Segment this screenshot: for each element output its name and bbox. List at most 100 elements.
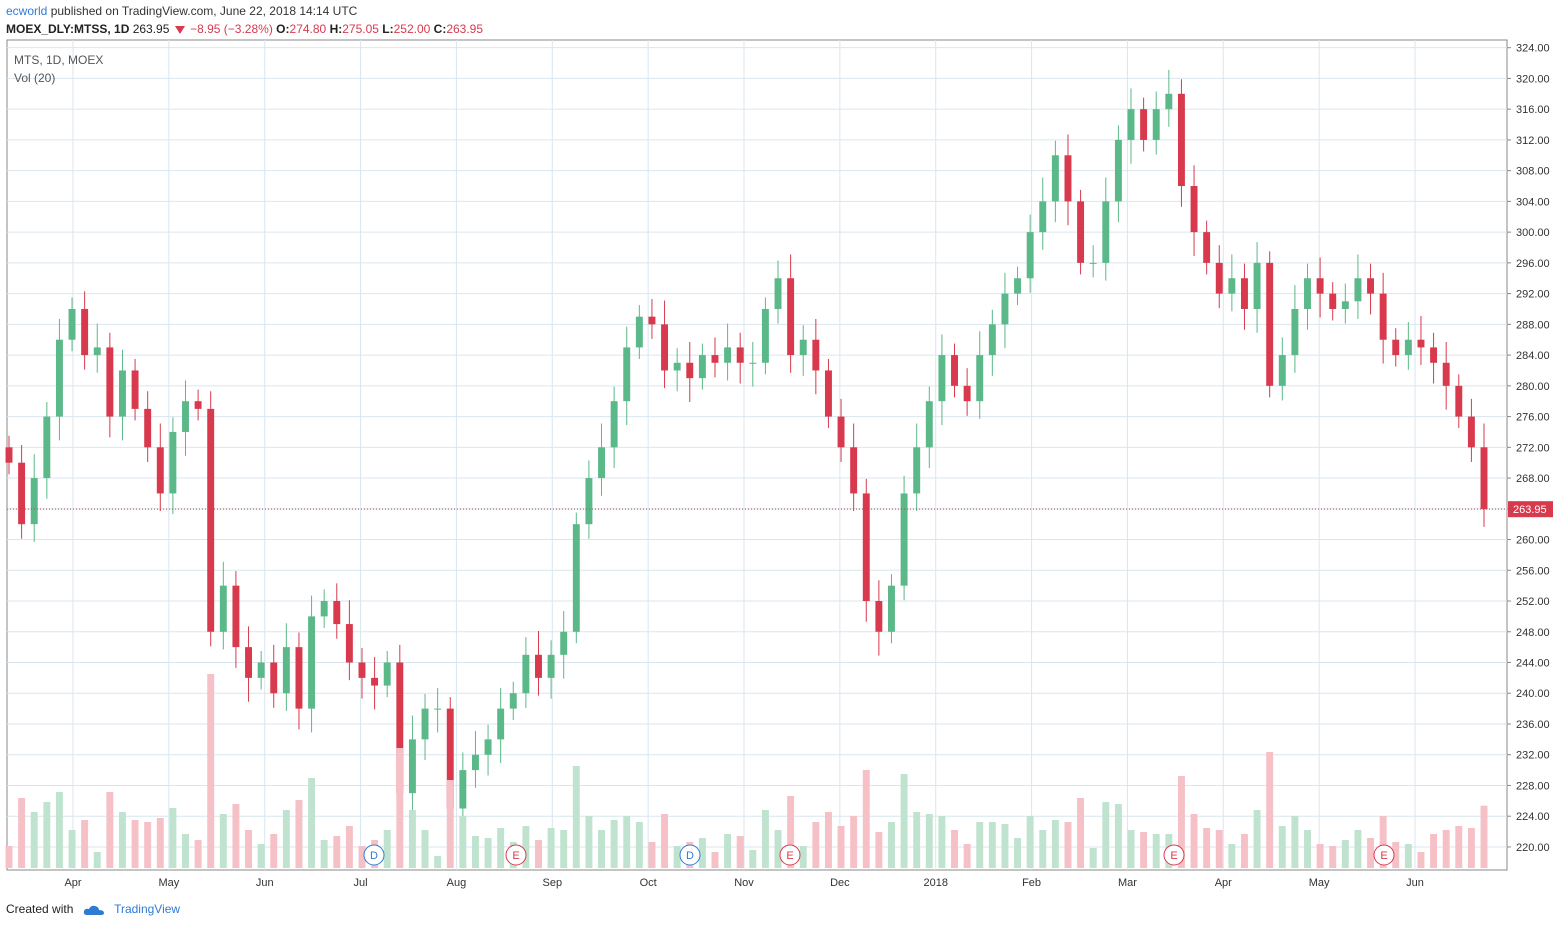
y-tick-label: 236.00 bbox=[1516, 719, 1550, 731]
volume-bar bbox=[749, 850, 757, 868]
y-tick-label: 228.00 bbox=[1516, 780, 1550, 792]
volume-bar bbox=[875, 832, 883, 868]
earnings-marker[interactable] bbox=[779, 844, 801, 866]
y-tick-label: 232.00 bbox=[1516, 750, 1550, 762]
candle-body bbox=[194, 401, 202, 409]
candle-body bbox=[1190, 186, 1198, 233]
event-marker-label: E bbox=[1170, 850, 1177, 862]
candle-body bbox=[1215, 262, 1223, 294]
candle-body bbox=[1291, 308, 1299, 356]
candle-body bbox=[55, 339, 63, 417]
candle-body bbox=[219, 585, 227, 632]
volume-bar bbox=[1190, 814, 1198, 868]
publisher-line: ecworld published on TradingView.com, Ju… bbox=[6, 4, 357, 18]
volume-bar bbox=[282, 810, 290, 868]
x-tick-label: Apr bbox=[64, 877, 81, 889]
volume-bar bbox=[623, 816, 631, 868]
volume-bar bbox=[1430, 834, 1438, 868]
volume-bar bbox=[761, 810, 769, 868]
volume-bar bbox=[1102, 802, 1110, 868]
candle-body bbox=[1417, 339, 1425, 348]
low-label: L: bbox=[382, 22, 394, 36]
candle-body bbox=[471, 754, 479, 771]
volume-bar bbox=[862, 770, 870, 868]
candle-body bbox=[1241, 278, 1248, 309]
volume-bar bbox=[345, 826, 353, 868]
volume-bar bbox=[232, 804, 240, 868]
y-tick-label: 296.00 bbox=[1516, 258, 1550, 270]
dividend-marker[interactable] bbox=[679, 844, 701, 866]
open-label: O: bbox=[276, 22, 290, 36]
volume-bar bbox=[724, 834, 732, 868]
high-value: 275.05 bbox=[342, 22, 379, 36]
volume-bar bbox=[850, 816, 858, 868]
x-tick-label: Sep bbox=[542, 877, 562, 889]
volume-bar bbox=[1392, 842, 1400, 868]
symbol-name: MOEX_DLY:MTSS, 1D bbox=[6, 22, 130, 36]
candle-body bbox=[787, 278, 795, 356]
candle-body bbox=[30, 478, 38, 525]
volume-bar bbox=[1329, 846, 1337, 868]
volume-bar bbox=[976, 822, 984, 868]
volume-bar bbox=[1026, 816, 1034, 868]
candle-body bbox=[1253, 262, 1261, 309]
candle-body bbox=[711, 355, 719, 363]
candle-body bbox=[18, 462, 26, 525]
earnings-marker[interactable] bbox=[505, 844, 527, 866]
candle-body bbox=[245, 647, 252, 678]
volume-bar bbox=[812, 822, 820, 868]
candle-body bbox=[875, 601, 883, 632]
earnings-marker[interactable] bbox=[1163, 844, 1185, 866]
candle-body bbox=[156, 447, 164, 494]
candle-body bbox=[1455, 385, 1463, 417]
volume-bar bbox=[408, 810, 416, 868]
footer: Created with TradingView bbox=[6, 902, 180, 916]
volume-bar bbox=[43, 802, 51, 868]
tradingview-brand-link[interactable]: TradingView bbox=[114, 902, 181, 916]
volume-bar bbox=[358, 846, 366, 868]
volume-bar bbox=[661, 814, 669, 868]
volume-bar bbox=[1077, 798, 1085, 868]
candle-body bbox=[358, 662, 366, 678]
down-arrow-icon bbox=[174, 25, 185, 34]
dividend-marker[interactable] bbox=[363, 844, 385, 866]
candle-body bbox=[925, 401, 933, 448]
candle-body bbox=[988, 324, 996, 356]
volume-bar bbox=[182, 834, 189, 868]
volume-bar bbox=[1455, 826, 1463, 868]
candle-body bbox=[1140, 109, 1148, 140]
candle-body bbox=[295, 647, 303, 709]
volume-bar bbox=[787, 796, 795, 868]
volume-bar bbox=[396, 748, 404, 868]
candle-body bbox=[837, 416, 845, 448]
candle-body bbox=[43, 416, 51, 479]
volume-bar bbox=[68, 830, 76, 868]
volume-bar bbox=[1278, 826, 1286, 868]
candle-body bbox=[459, 770, 467, 809]
x-tick-label: Nov bbox=[734, 877, 754, 889]
earnings-marker[interactable] bbox=[1373, 844, 1395, 866]
candle-body bbox=[736, 347, 744, 363]
candle-body bbox=[1064, 155, 1072, 202]
volume-bar bbox=[535, 840, 542, 868]
volume-bar bbox=[5, 846, 13, 868]
candle-body bbox=[93, 347, 101, 356]
close-value: 263.95 bbox=[446, 22, 484, 36]
volume-bar bbox=[1291, 816, 1299, 868]
candle-body bbox=[572, 524, 580, 632]
candle-body bbox=[1341, 301, 1349, 309]
candle-body bbox=[1127, 109, 1135, 140]
candle-body bbox=[1278, 355, 1286, 386]
author-link[interactable]: ecworld bbox=[6, 4, 48, 18]
volume-bar bbox=[888, 822, 895, 868]
event-marker-label: D bbox=[370, 850, 378, 862]
volume-bar bbox=[1404, 844, 1412, 868]
volume-bar bbox=[333, 836, 341, 868]
symbol-line: MOEX_DLY:MTSS, 1D 263.95 −8.95 (−3.28%) … bbox=[6, 22, 483, 36]
candle-body bbox=[371, 677, 379, 686]
candle-body bbox=[131, 370, 139, 409]
candle-body bbox=[1014, 278, 1022, 294]
y-tick-label: 292.00 bbox=[1516, 289, 1550, 301]
event-marker-label: E bbox=[786, 850, 793, 862]
